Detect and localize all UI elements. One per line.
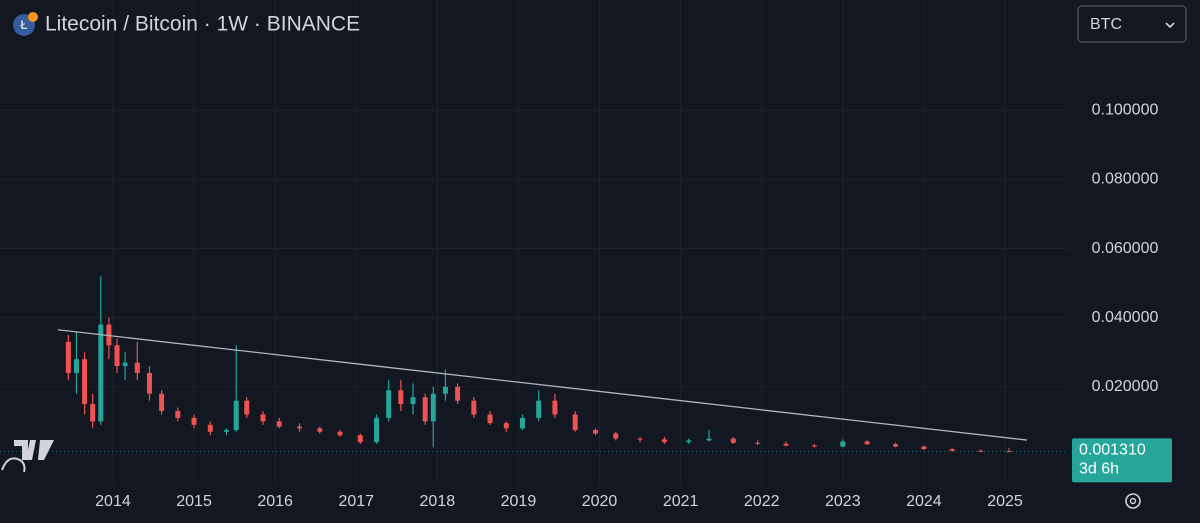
tv-logo-dino (1, 457, 26, 473)
candle-body (122, 362, 128, 367)
x-tick-label: 2020 (582, 493, 618, 510)
candle-body (864, 441, 870, 445)
candle-body (223, 430, 229, 432)
candle-body (422, 397, 428, 422)
candle-body (159, 393, 165, 412)
settings-icon-core[interactable] (1129, 497, 1137, 505)
x-tick-label: 2024 (906, 493, 942, 510)
candle-body (487, 414, 493, 424)
candle-body (455, 386, 461, 401)
candle-body (276, 421, 282, 427)
settings-icon[interactable] (1125, 493, 1141, 509)
candle-body (410, 397, 416, 405)
coin-icon-letter: Ł (20, 18, 27, 32)
candle-body (1006, 451, 1012, 453)
candle-body (572, 414, 578, 431)
settings-button[interactable] (1125, 493, 1141, 509)
candle-body (637, 438, 643, 440)
x-tick-label: 2023 (825, 493, 861, 510)
x-tick-label: 2019 (501, 493, 537, 510)
x-tick-label: 2022 (744, 493, 780, 510)
candle-body (90, 404, 96, 422)
candle-body (686, 440, 692, 443)
candle-body (207, 424, 213, 432)
candle-body (357, 435, 363, 443)
candle-body (536, 400, 542, 418)
candle-body (730, 438, 736, 443)
candle-body (98, 324, 104, 422)
x-tick-label: 2014 (95, 493, 131, 510)
candle-body (65, 341, 71, 373)
candle-body (233, 400, 239, 431)
countdown-label: 3d 6h (1079, 461, 1119, 478)
dropdown-arrow[interactable] (1165, 22, 1175, 29)
candle-body (317, 428, 323, 432)
coin-icon-badge (28, 12, 38, 22)
candle-body (552, 400, 558, 415)
y-tick-label: 0.100000 (1092, 101, 1159, 118)
candle-body (191, 417, 197, 425)
x-tick-label: 2021 (663, 493, 699, 510)
candle-body (893, 444, 899, 447)
currency-select-box[interactable] (1077, 5, 1187, 43)
x-tick-label: 2015 (176, 493, 212, 510)
candle-body (519, 417, 525, 429)
candle-body (442, 386, 448, 394)
candle-body (755, 442, 761, 444)
candle-body (244, 400, 250, 415)
candle-body (840, 441, 846, 447)
candle-body (503, 423, 509, 429)
x-tick-label: 2018 (420, 493, 456, 510)
last-price-label: 0.001310 (1079, 442, 1146, 459)
last-price-box (1072, 438, 1172, 483)
y-tick-label: 0.040000 (1092, 309, 1159, 326)
candle-body (706, 438, 712, 441)
y-tick-label: 0.060000 (1092, 240, 1159, 257)
candle-body (260, 414, 266, 422)
candle-body (949, 449, 955, 451)
candle-body (175, 411, 181, 418)
tv-logo (1, 440, 54, 473)
currency-select-label[interactable]: BTC (1090, 16, 1122, 33)
candle-body (811, 445, 817, 447)
candle-body (114, 345, 120, 367)
x-tick-label: 2017 (338, 493, 374, 510)
x-tick-label: 2025 (987, 493, 1023, 510)
candle-body (783, 443, 789, 446)
currency-select[interactable]: BTC (1077, 5, 1187, 43)
candle-body (296, 426, 302, 429)
candles (65, 276, 1012, 453)
candle-body (471, 400, 477, 415)
chart-title: Litecoin / Bitcoin · 1W · BINANCE (45, 13, 360, 36)
trendline (57, 329, 1027, 441)
candle-body (386, 390, 392, 418)
candle-body (134, 362, 140, 373)
candle-body (146, 372, 152, 394)
candle-body (398, 390, 404, 405)
candle-body (661, 439, 667, 443)
y-tick-label: 0.020000 (1092, 378, 1159, 395)
candle-body (592, 430, 598, 434)
y-tick-label: 0.080000 (1092, 171, 1159, 188)
candle-body (430, 393, 436, 422)
candle-body (82, 359, 88, 405)
candle-body (374, 417, 380, 443)
candle-body (337, 431, 343, 436)
candle-body (921, 446, 927, 450)
tv-logo-mark (14, 440, 54, 460)
x-tick-label: 2016 (257, 493, 293, 510)
candle-body (613, 433, 619, 439)
candle-body (73, 359, 79, 373)
